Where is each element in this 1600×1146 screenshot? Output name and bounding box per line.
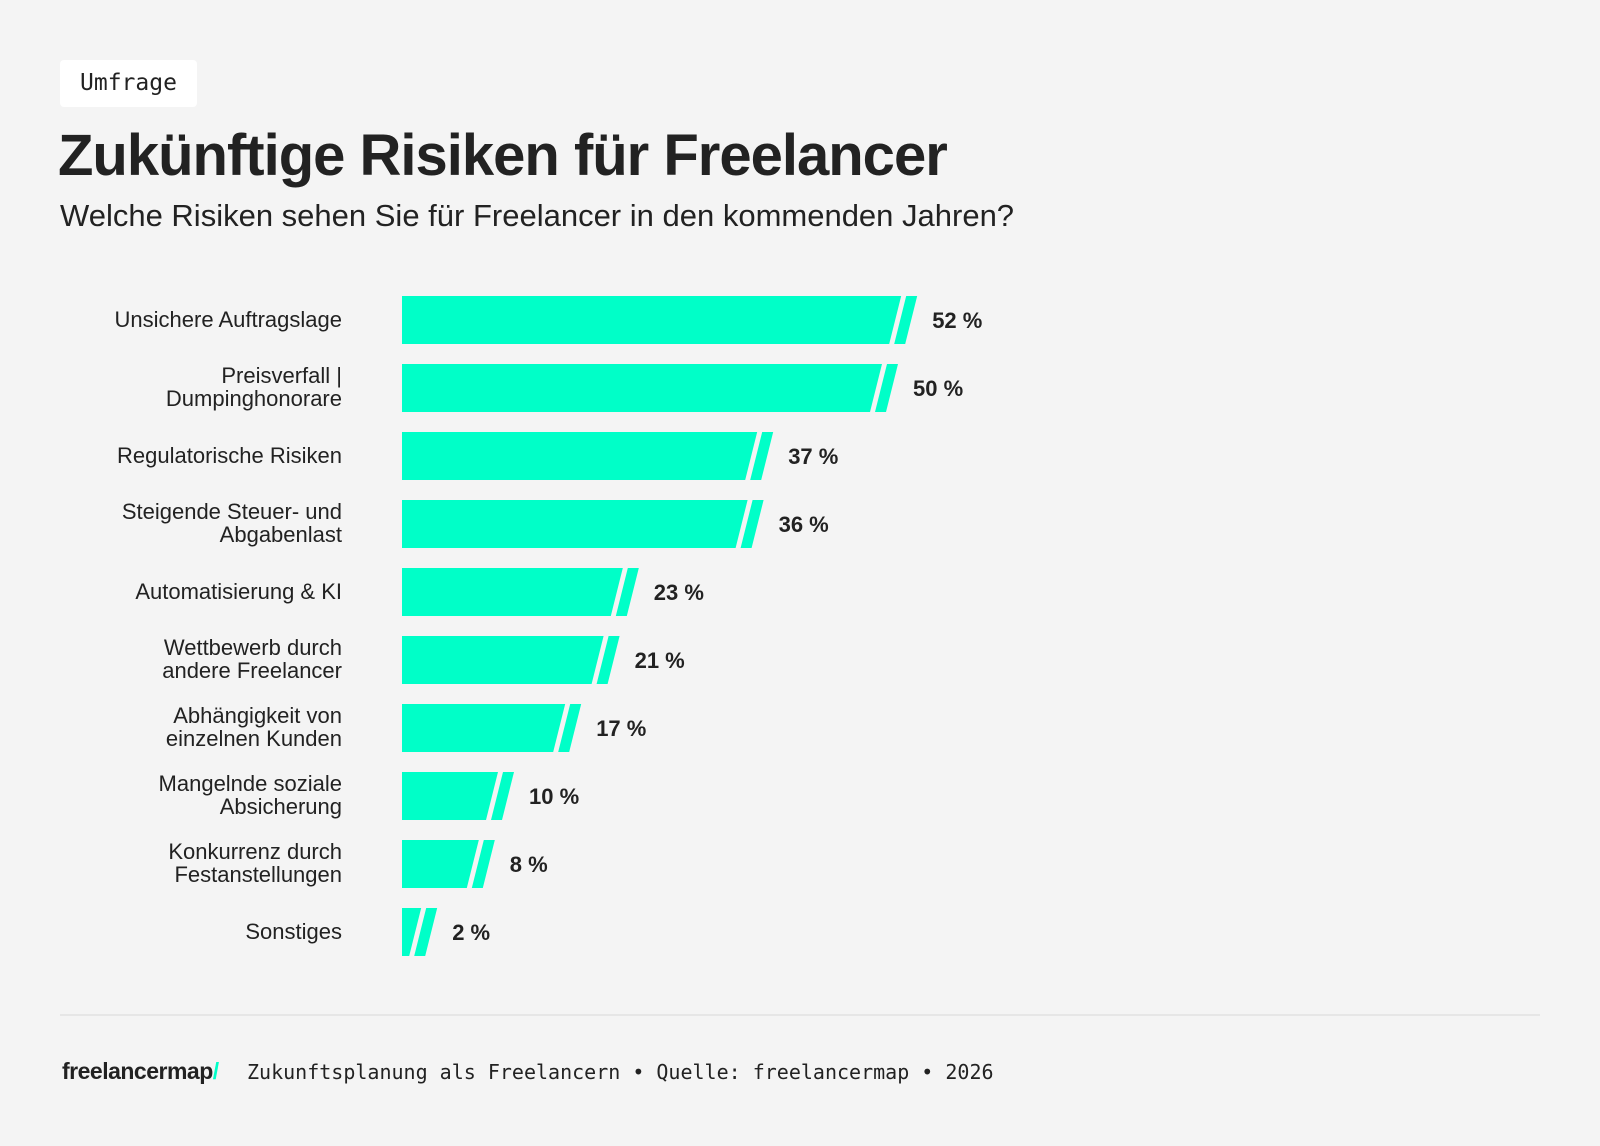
category-label: Preisverfall | Dumpinghonorare (166, 364, 342, 410)
source-note: Zukunftsplanung als Freelancern • Quelle… (247, 1060, 994, 1084)
freelancermap-logo: freelancermap/ (62, 1058, 219, 1085)
category-label-line: Regulatorische Risiken (117, 442, 342, 468)
bar (402, 636, 604, 684)
category-label: Wettbewerb durch andere Freelancer (162, 636, 342, 682)
bar-end-slash (491, 772, 514, 820)
logo-text: freelancermap (62, 1058, 213, 1084)
category-label-line: Absicherung (219, 794, 342, 819)
bar-end-slash (615, 568, 639, 616)
value-label: 23 % (654, 580, 704, 605)
bar-end-slash (740, 500, 764, 548)
category-label: Regulatorische Risiken (117, 444, 342, 467)
category-label-line: Preisverfall | (221, 363, 342, 388)
bar (402, 772, 498, 820)
category-label-line: Konkurrenz durch (168, 839, 342, 864)
value-label: 21 % (635, 648, 685, 673)
bar-end-slash (471, 840, 495, 888)
bar-end-slash (596, 636, 620, 684)
category-label-line: Abgabenlast (219, 522, 342, 547)
category-label-line: Mangelnde soziale (158, 771, 342, 796)
bar (402, 840, 479, 888)
category-label: Abhängigkeit von einzelnen Kunden (166, 704, 342, 750)
value-label: 37 % (788, 444, 838, 469)
value-label: 52 % (932, 308, 982, 333)
category-label-line: einzelnen Kunden (165, 726, 342, 751)
category-tag: Umfrage (60, 60, 197, 107)
category-label-line: Abhängigkeit von (173, 703, 342, 728)
value-label: 8 % (510, 852, 548, 877)
bar (402, 432, 758, 480)
bar-end-slash (750, 432, 774, 480)
category-label: Mangelnde soziale Absicherung (159, 772, 342, 818)
bar-chart: 52 % 50 % 37 % 36 % 23 % 21 % 17 % 10 % 8 % 2 % (402, 296, 982, 956)
value-label: 36 % (779, 512, 829, 537)
category-label-line: andere Freelancer (162, 658, 342, 683)
category-label: Unsichere Auftragslage (115, 308, 342, 331)
bar (402, 908, 422, 956)
category-label-line: Wettbewerb durch (163, 635, 342, 660)
value-label: 2 % (452, 920, 490, 945)
bar (402, 500, 748, 548)
category-label-line: Automatisierung & KI (135, 578, 342, 604)
bar (402, 296, 902, 344)
bar (402, 364, 882, 412)
category-label-line: Sonstiges (245, 918, 342, 944)
value-label: 10 % (529, 784, 579, 809)
category-label: Automatisierung & KI (135, 580, 342, 603)
category-label-line: Dumpinghonorare (165, 386, 342, 411)
category-label: Steigende Steuer- und Abgabenlast (122, 500, 342, 546)
category-label: Sonstiges (245, 920, 342, 943)
logo-slash: / (212, 1058, 219, 1084)
bar (402, 704, 566, 752)
bar-end-slash (894, 296, 918, 344)
value-label: 17 % (596, 716, 646, 741)
bar (402, 568, 623, 616)
bar-end-slash (414, 908, 438, 956)
chart-subtitle: Welche Risiken sehen Sie für Freelancer … (60, 198, 1015, 233)
category-label-line: Steigende Steuer- und (121, 499, 342, 524)
category-label-line: Unsichere Auftragslage (114, 306, 342, 332)
footer-divider (60, 1014, 1540, 1016)
category-label-line: Festanstellungen (174, 862, 342, 887)
bar-end-slash (875, 364, 898, 412)
bar-end-slash (558, 704, 582, 752)
chart-title: Zukünftige Risiken für Freelancer (58, 123, 948, 188)
category-label: Konkurrenz durch Festanstellungen (168, 840, 342, 886)
value-label: 50 % (913, 376, 963, 401)
